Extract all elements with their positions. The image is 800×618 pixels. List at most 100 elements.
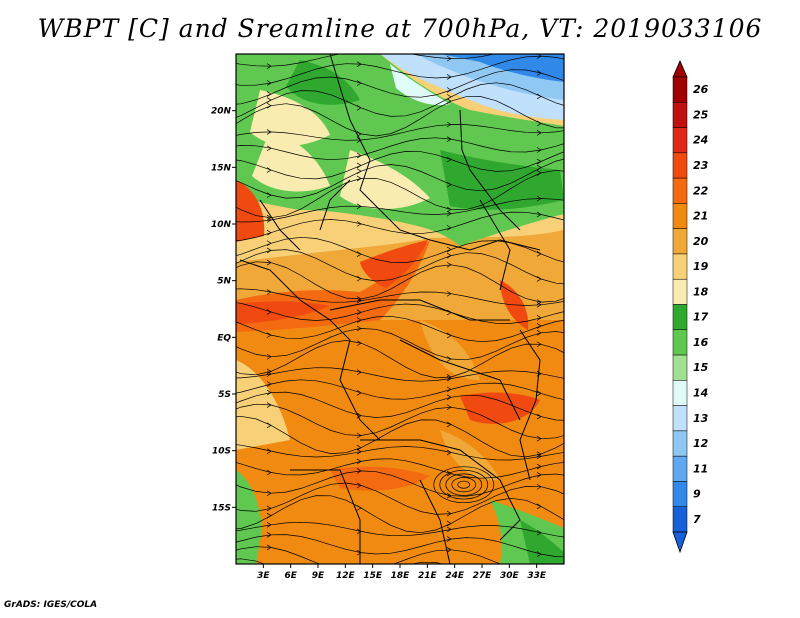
streamline-arrow (356, 369, 362, 375)
colorbar-label: 16 (693, 336, 709, 349)
streamline-arrow (266, 214, 272, 221)
streamline-arrow (536, 529, 542, 536)
streamline-arrow (536, 472, 542, 478)
country-borders (239, 54, 541, 564)
lon-tick-label: 12E (336, 571, 356, 581)
streamline-arrow (446, 510, 452, 517)
y-axis: 20N 15N 10N 5N EQ 5S 10S 15S (211, 107, 236, 513)
streamline-arrow (446, 421, 452, 428)
streamline-arrow (536, 301, 542, 308)
streamline-arrow (536, 330, 542, 336)
streamline-arrow (266, 247, 272, 254)
colorbar-label: 9 (693, 488, 701, 501)
streamline-arrow (266, 129, 272, 135)
streamline (236, 458, 564, 479)
colorbar-swatch (672, 152, 688, 179)
colorbar-label: 21 (693, 210, 708, 223)
streamline-arrow (446, 520, 452, 527)
colorbar-swatch (672, 127, 688, 154)
streamline-arrow (356, 175, 362, 182)
streamline (236, 534, 564, 558)
colorbar-top-arrow (672, 60, 688, 78)
streamline-arrow (536, 551, 542, 557)
streamline-arrow (536, 341, 542, 348)
colorbar-swatch (672, 102, 688, 128)
streamline-arrow (266, 368, 272, 375)
streamline (236, 124, 564, 141)
colorbar-swatch (672, 278, 688, 305)
streamline-arrow (356, 444, 362, 451)
streamline (236, 169, 564, 219)
streamline-arrow (356, 137, 362, 143)
streamline-arrow (266, 332, 272, 338)
streamline-arrow (356, 505, 362, 511)
streamline-arrow (536, 323, 542, 329)
colorbar-swatch (672, 177, 688, 204)
streamlines (236, 42, 564, 564)
streamline-arrow (536, 120, 542, 127)
streamline-arrow (446, 536, 452, 542)
footer-credit: GrADS: IGES/COLA (4, 600, 98, 610)
colorbar-swatch (672, 405, 688, 432)
streamline-arrow (536, 251, 542, 257)
streamline-arrow (266, 422, 272, 429)
colorbar-swatch (672, 76, 688, 103)
streamline-arrow (446, 375, 452, 382)
streamline (236, 470, 564, 497)
streamline-arrow (446, 470, 452, 477)
streamline-arrow (356, 528, 362, 535)
streamline-arrow (536, 70, 542, 76)
streamline-arrow (446, 492, 452, 499)
colorbar-label: 19 (693, 260, 709, 273)
streamline-arrow (266, 469, 272, 476)
colorbar-swatch (672, 354, 688, 381)
streamline (236, 328, 564, 361)
colorbar-label: 15 (693, 361, 709, 374)
streamline-arrow (266, 505, 272, 512)
colorbar-swatch (672, 506, 688, 533)
colorbar-label: 7 (693, 513, 701, 526)
streamline-arrow (267, 563, 268, 564)
streamline (236, 236, 564, 263)
colorbar-swatch (672, 430, 688, 457)
streamline-arrow (537, 42, 541, 47)
streamline-arrow (446, 356, 452, 362)
lon-tick-label: 21E (418, 571, 438, 581)
streamline-arrow (266, 97, 272, 103)
streamline-swirl (433, 466, 495, 504)
colorbar-bottom-arrow (672, 531, 688, 554)
streamline-arrow (266, 217, 272, 223)
streamline-arrow (536, 463, 542, 470)
streamline (236, 482, 564, 515)
colorbar-label: 11 (693, 462, 708, 475)
streamline-arrow (266, 389, 272, 396)
streamline-arrow (266, 448, 272, 454)
lon-tick-label: 15E (363, 571, 383, 581)
streamline (236, 521, 564, 538)
streamline-arrow (356, 221, 362, 227)
wbpt-field (236, 42, 564, 564)
streamline-swirl (457, 480, 471, 489)
streamline-swirl (445, 473, 483, 496)
streamline-arrow (266, 192, 272, 198)
streamline (236, 495, 564, 534)
streamline-arrow (357, 48, 361, 53)
streamline-arrow (266, 145, 272, 152)
colorbar-swatch (672, 304, 688, 331)
streamline-arrow (266, 229, 272, 236)
streamline (236, 55, 564, 86)
streamline-arrow (266, 240, 272, 247)
streamline-arrow (446, 546, 452, 553)
lon-tick-label: 3E (257, 571, 270, 581)
colorbar-swatch (672, 455, 688, 482)
streamline-arrow (356, 61, 362, 67)
streamline-arrow (356, 390, 362, 396)
streamline (236, 315, 564, 343)
streamline-arrow (266, 63, 272, 69)
streamline-arrow (446, 55, 452, 62)
streamline (236, 69, 564, 105)
streamline (236, 403, 564, 440)
lon-tick-label: 24E (445, 571, 465, 581)
streamline (236, 82, 564, 118)
lat-tick-label: 10N (211, 220, 232, 230)
